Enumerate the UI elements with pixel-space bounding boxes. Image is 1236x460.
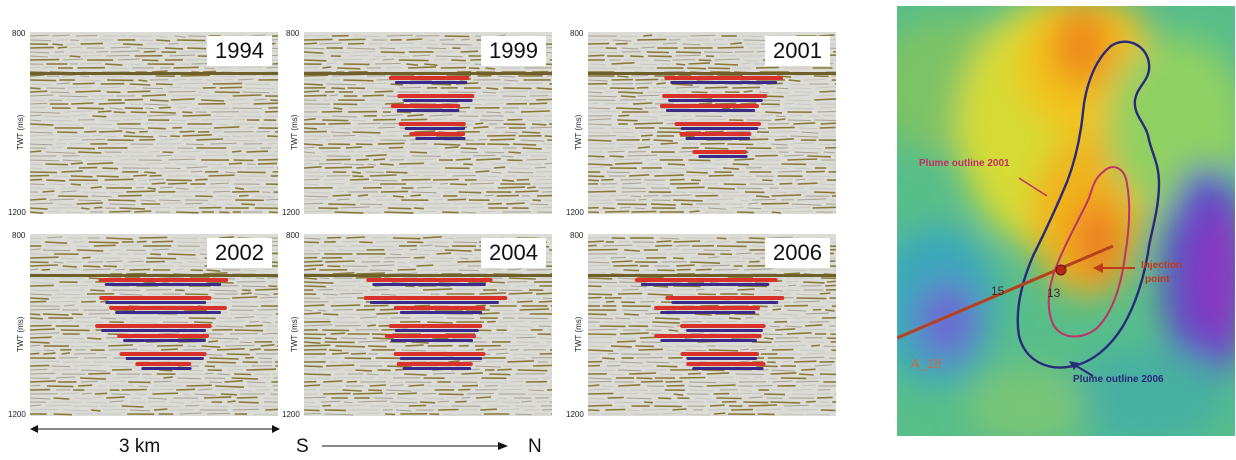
plume-2006-label: Plume outline 2006 xyxy=(1073,374,1164,385)
seismic-panel-2004: 2004 xyxy=(304,234,552,416)
panel-year-label: 2002 xyxy=(207,238,272,268)
y-axis-label: TWT (ms) xyxy=(290,316,299,352)
y-tick-bottom: 1200 xyxy=(566,410,584,419)
y-axis-label: TWT (ms) xyxy=(290,114,299,150)
direction-south-label: S xyxy=(296,436,309,457)
injection-label-line1: Injection xyxy=(1141,260,1183,271)
seismic-section-1994 xyxy=(30,34,278,214)
injection-point-icon xyxy=(1055,264,1067,276)
direction-north-label: N xyxy=(528,436,542,457)
seismic-line xyxy=(897,244,1114,340)
y-tick-top: 800 xyxy=(286,29,300,38)
seismic-section-1999 xyxy=(304,34,552,214)
y-tick-top: 800 xyxy=(570,231,584,240)
scale-bar-label: 3 km xyxy=(119,436,161,457)
y-axis-label: TWT (ms) xyxy=(574,316,583,352)
panel-year-label: 1999 xyxy=(481,36,546,66)
direction-arrow xyxy=(322,442,508,450)
y-tick-top: 800 xyxy=(286,231,300,240)
seismic-line-label: A_18 xyxy=(911,356,942,371)
plume-map: Plume outline 2001 Injection point 15 13… xyxy=(897,6,1235,436)
y-tick-top: 800 xyxy=(12,29,26,38)
plume-map-graphic xyxy=(897,6,1235,436)
y-tick-bottom: 1200 xyxy=(282,208,300,217)
injection-label-line2: point xyxy=(1145,274,1170,285)
panel-year-label: 2001 xyxy=(765,36,830,66)
panel-year-label: 1994 xyxy=(207,36,272,66)
y-tick-top: 800 xyxy=(12,231,26,240)
seismic-panel-2001: 2001 xyxy=(588,32,836,214)
y-tick-bottom: 1200 xyxy=(8,410,26,419)
y-axis-label: TWT (ms) xyxy=(16,114,25,150)
seismic-section-2002 xyxy=(30,236,278,416)
seismic-panel-2002: 2002 xyxy=(30,234,278,416)
y-axis-label: TWT (ms) xyxy=(574,114,583,150)
well-label-13: 13 xyxy=(1047,286,1061,300)
y-tick-bottom: 1200 xyxy=(282,410,300,419)
y-tick-bottom: 1200 xyxy=(566,208,584,217)
plume-2006-outline xyxy=(1016,40,1161,369)
scale-bar-arrow xyxy=(30,425,280,433)
y-tick-top: 800 xyxy=(570,29,584,38)
plume-2001-outline xyxy=(1047,166,1131,338)
panel-year-label: 2004 xyxy=(481,238,546,268)
y-axis-label: TWT (ms) xyxy=(16,316,25,352)
seismic-panel-1994: 1994 xyxy=(30,32,278,214)
well-label-15: 15 xyxy=(991,284,1005,298)
seismic-section-2004 xyxy=(304,236,552,416)
y-tick-bottom: 1200 xyxy=(8,208,26,217)
seismic-panel-1999: 1999 xyxy=(304,32,552,214)
seismic-panel-2006: 2006 xyxy=(588,234,836,416)
plume-2001-label: Plume outline 2001 xyxy=(919,158,1010,169)
panel-year-label: 2006 xyxy=(765,238,830,268)
